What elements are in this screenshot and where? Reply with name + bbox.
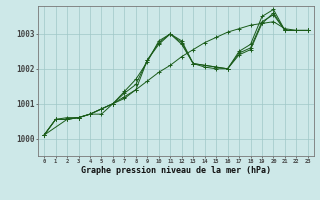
- X-axis label: Graphe pression niveau de la mer (hPa): Graphe pression niveau de la mer (hPa): [81, 166, 271, 175]
